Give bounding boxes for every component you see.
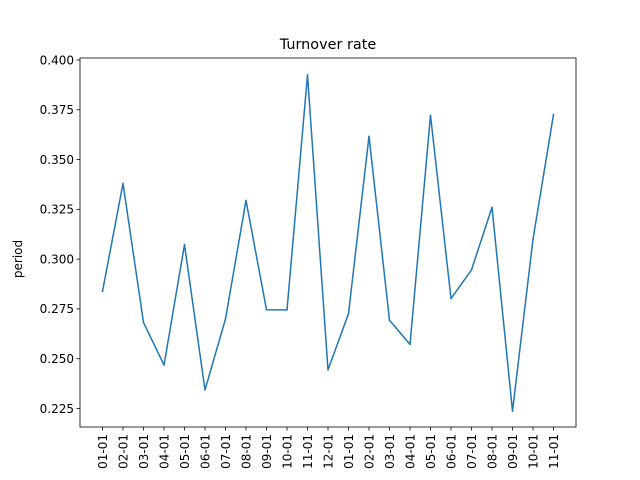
x-tick-label: 07-01 [219,434,233,469]
data-point [552,113,555,116]
x-tick-label: 05-01 [178,434,192,469]
x-tick-label: 02-01 [116,434,130,469]
data-point [429,114,432,117]
y-tick-label: 0.400 [40,53,74,67]
plot-area: 0.225 0.250 0.275 0.300 0.325 0.350 0.375 0.400… [40,53,561,469]
x-tick-label: 12-01 [321,434,335,469]
x-tick-label: 10-01 [280,434,294,469]
x-tick-label: 02-01 [362,434,376,469]
data-point [491,206,493,209]
y-tick-label: 0.375 [40,103,74,117]
x-tick-label: 04-01 [157,434,171,469]
data-point [347,312,350,315]
data-point [450,297,452,300]
data-point [388,319,391,322]
y-tick-label: 0.350 [40,153,74,167]
data-point [204,389,206,391]
data-point [122,182,124,185]
y-tick-label: 0.250 [40,352,74,366]
x-tick-label: 06-01 [444,434,458,469]
x-tick-label: 11-01 [547,434,561,469]
x-tick-label: 07-01 [465,434,479,469]
x-tick-label: 05-01 [424,434,438,469]
y-tick-label: 0.275 [40,302,74,316]
axes-frame [79,57,577,428]
data-point [265,308,268,311]
y-tick-label: 0.300 [40,252,74,266]
x-tick-label: 03-01 [137,434,151,469]
y-axis-label: period [11,240,25,278]
x-tick-label: 10-01 [526,434,540,469]
data-point [327,369,329,371]
x-tick-label: 01-01 [96,434,110,469]
x-tick-label: 03-01 [383,434,397,469]
x-tick-label: 04-01 [403,434,417,469]
x-tick-label: 11-01 [301,434,315,469]
data-point [532,238,534,240]
x-tick-label: 09-01 [260,434,274,469]
x-tick-label: 08-01 [485,434,499,469]
data-point [511,410,514,412]
x-tick-label: 01-01 [342,434,356,469]
data-point [306,74,309,76]
data-point [224,318,227,320]
data-point [101,290,104,293]
data-point [183,243,186,246]
y-tick-label: 0.325 [40,203,74,217]
data-point [470,269,473,271]
data-point [142,321,145,324]
x-tick-label: 09-01 [506,434,520,469]
y-tick-label: 0.225 [40,402,74,416]
chart-title: Turnover rate [279,37,377,53]
data-point [286,309,288,311]
data-point [163,364,165,366]
data-point [368,135,370,138]
x-tick-label: 06-01 [198,434,212,469]
x-tick-label: 08-01 [239,434,253,469]
data-point [409,343,411,346]
data-point [245,199,247,202]
